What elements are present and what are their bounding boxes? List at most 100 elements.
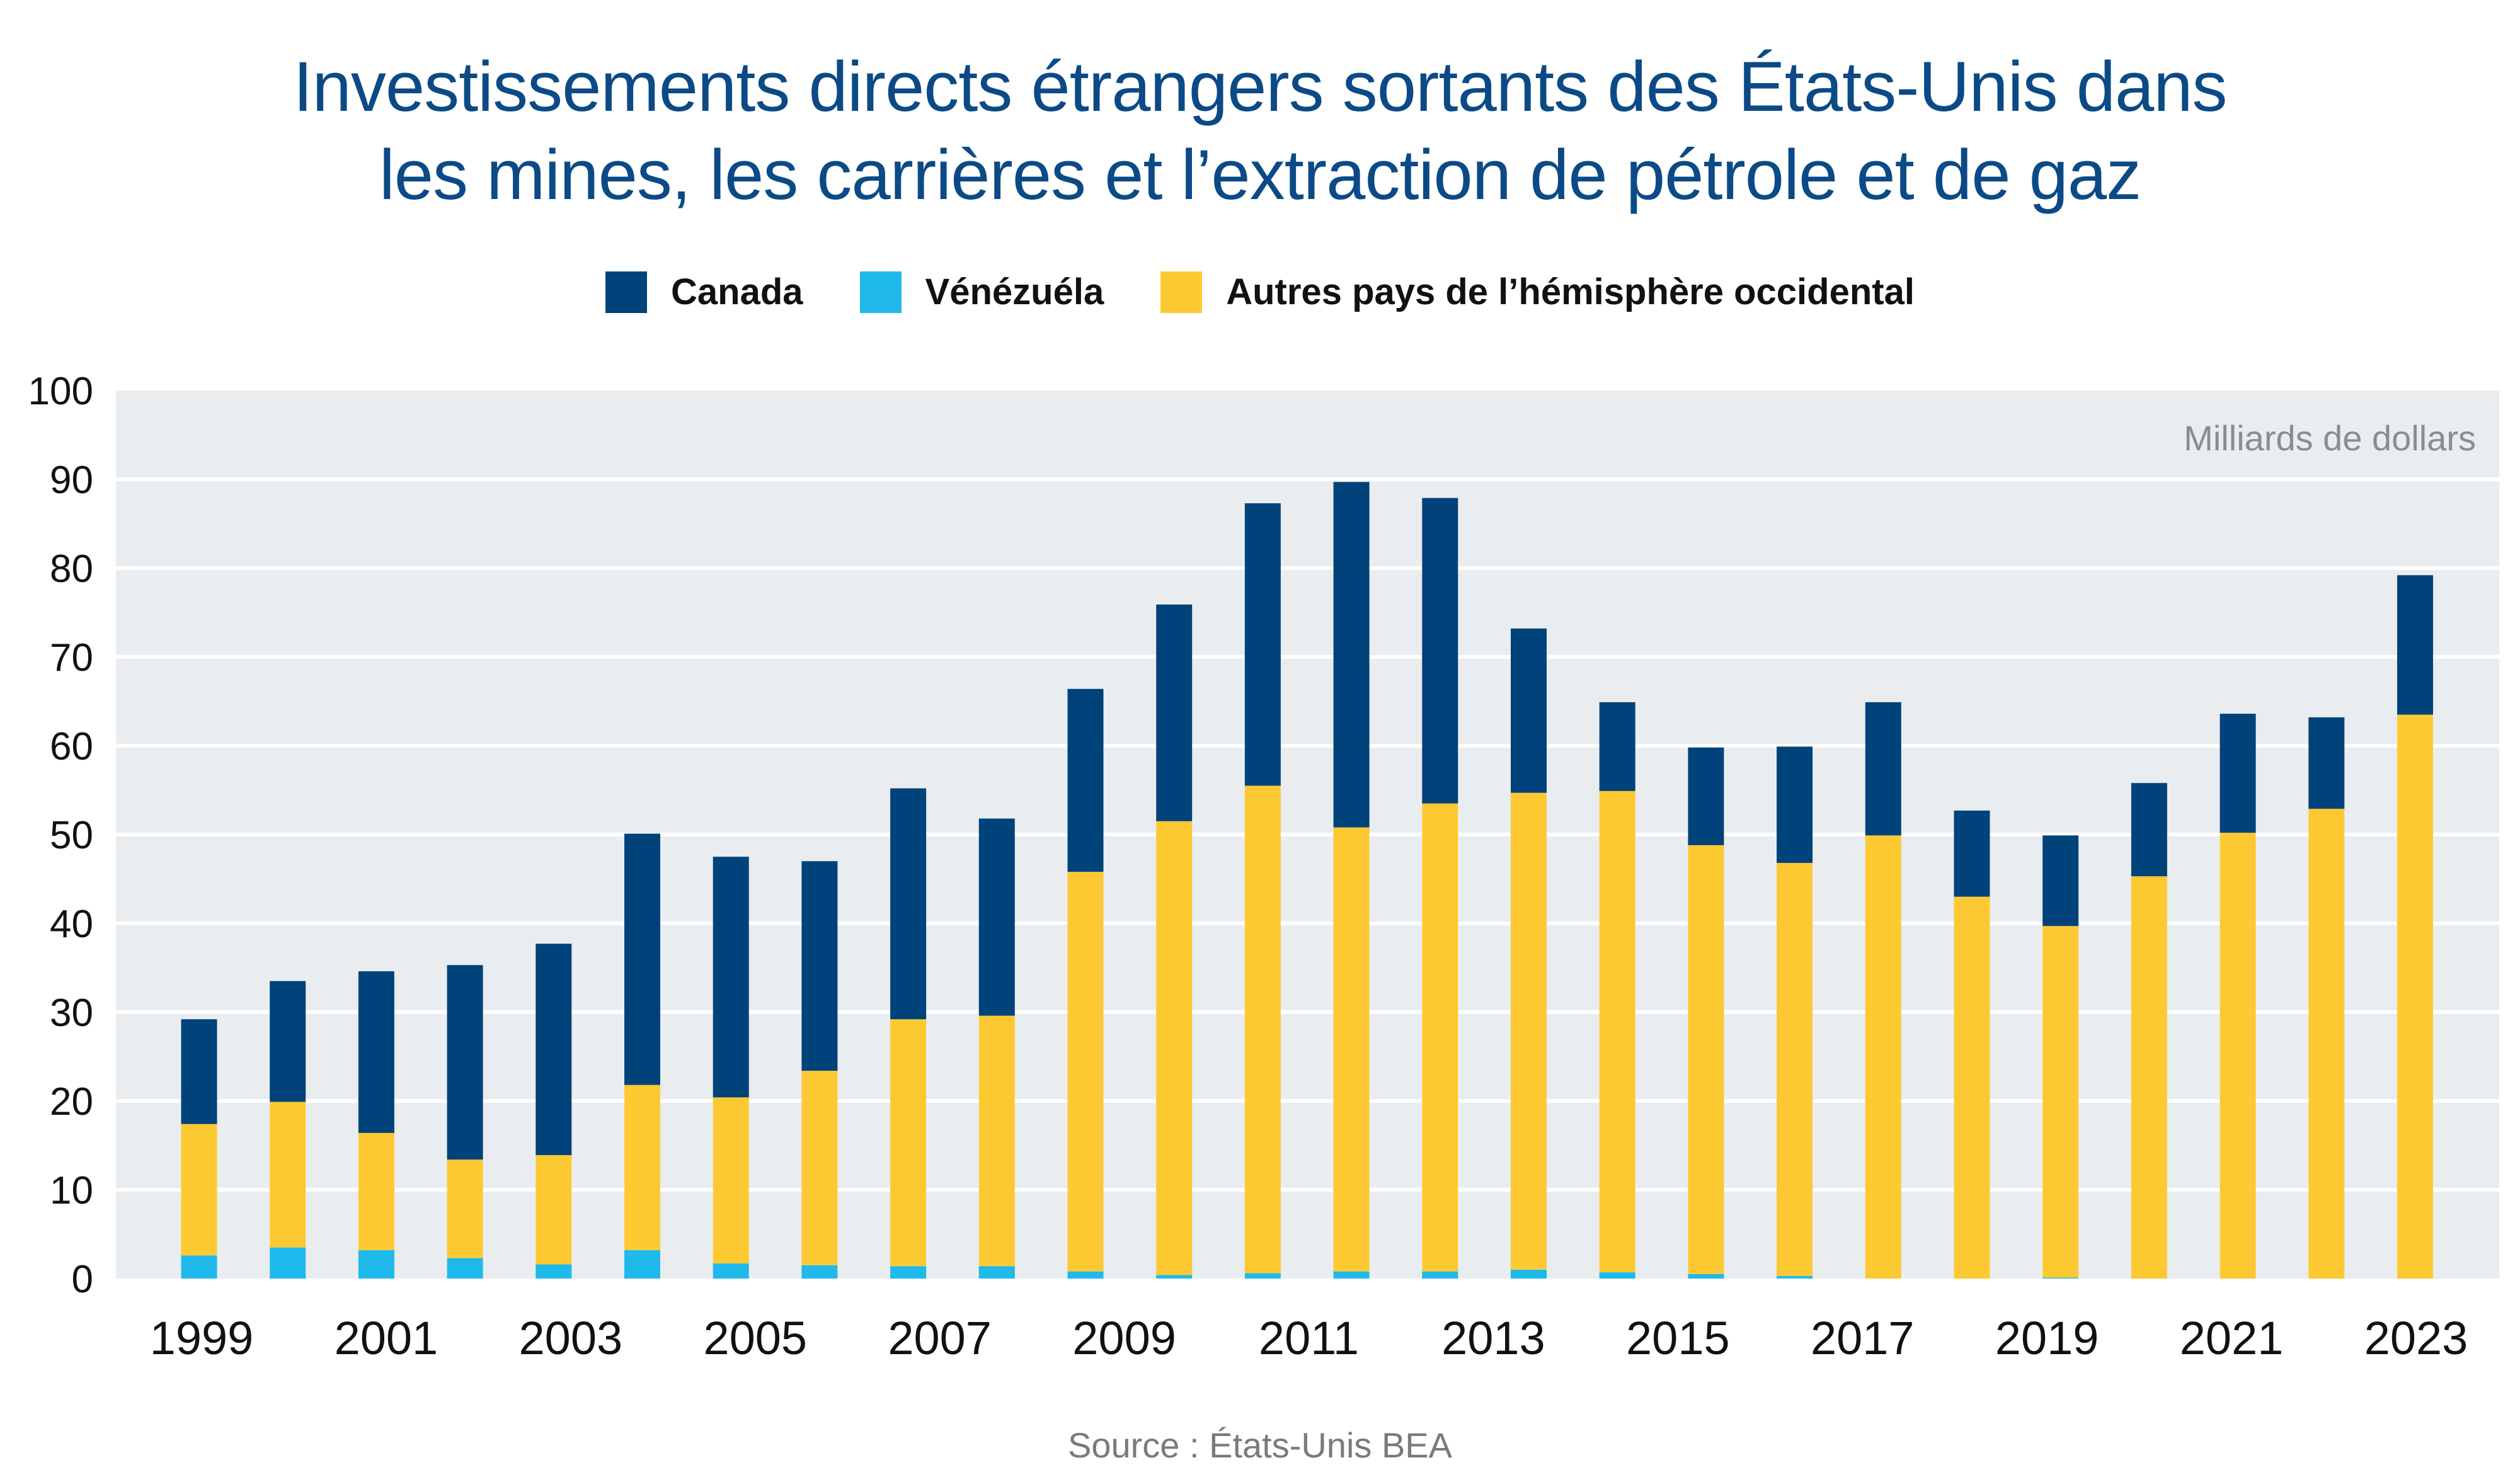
bar-segment-canada — [1688, 747, 1724, 845]
bar-segment-venezuela — [2042, 1277, 2079, 1279]
bar-segment-canada — [181, 1019, 217, 1124]
legend-item-venezuela: Vénézuéla — [859, 271, 1104, 313]
bar-segment-venezuela — [978, 1266, 1015, 1279]
bar-segment-canada — [1156, 604, 1193, 821]
legend-item-other: Autres pays de l’hémisphère occidental — [1160, 271, 1915, 313]
chart-title-line-1: Investissements directs étrangers sortan… — [293, 47, 2227, 126]
bar-segment-canada — [358, 971, 394, 1133]
y-tick-label: 10 — [50, 1169, 93, 1212]
bar-segment-canada — [270, 981, 306, 1102]
bar-segment-canada — [2308, 717, 2345, 809]
bar-segment-venezuela — [1422, 1271, 1458, 1279]
bar-segment-other — [1067, 872, 1104, 1272]
bar-segment-other — [2219, 833, 2256, 1279]
bar-segment-venezuela — [1599, 1272, 1635, 1279]
x-tick-label: 2013 — [1441, 1312, 1545, 1364]
unit-label: Milliards de dollars — [2184, 418, 2476, 458]
bar-segment-canada — [1865, 702, 1901, 836]
bar-segment-canada — [1422, 498, 1458, 804]
y-tick-label: 20 — [50, 1080, 93, 1124]
y-tick-label: 80 — [50, 547, 93, 591]
legend: Canada Vénézuéla Autres pays de l’hémisp… — [0, 271, 2520, 313]
bar-segment-venezuela — [181, 1255, 217, 1279]
y-tick-label: 30 — [50, 991, 93, 1035]
bar-segment-venezuela — [447, 1258, 483, 1279]
bar-segment-other — [2308, 809, 2345, 1279]
bar-segment-other — [978, 1015, 1015, 1267]
bar-segment-canada — [2219, 714, 2256, 833]
legend-swatch-other — [1160, 271, 1203, 313]
bar-segment-canada — [536, 943, 572, 1156]
y-tick-label: 90 — [50, 459, 93, 502]
bar-segment-venezuela — [1333, 1271, 1370, 1279]
bar-segment-venezuela — [713, 1263, 749, 1279]
bar-segment-venezuela — [1244, 1273, 1281, 1279]
bar-segment-other — [1511, 792, 1547, 1270]
bar-segment-other — [1599, 790, 1635, 1273]
bar-segment-canada — [624, 833, 660, 1085]
x-tick-label: 1999 — [150, 1312, 254, 1364]
bar-segment-other — [1422, 803, 1458, 1272]
bar-segment-canada — [2397, 575, 2433, 715]
bar-segment-canada — [1511, 628, 1547, 793]
bar-segment-canada — [2042, 835, 2079, 926]
bar-segment-venezuela — [358, 1250, 394, 1279]
legend-swatch-canada — [605, 271, 648, 313]
bar-segment-other — [2042, 926, 2079, 1278]
bar-segment-venezuela — [624, 1250, 660, 1279]
bar-segment-other — [1333, 827, 1370, 1272]
source-note: Source : États-Unis BEA — [1067, 1425, 1452, 1465]
bar-segment-venezuela — [890, 1266, 927, 1279]
bar-segment-other — [2131, 876, 2167, 1279]
y-tick-label: 0 — [72, 1258, 93, 1301]
y-tick-label: 40 — [50, 903, 93, 946]
legend-label: Autres pays de l’hémisphère occidental — [1226, 271, 1915, 312]
bar-segment-other — [1865, 835, 1901, 1279]
x-tick-label: 2003 — [519, 1312, 623, 1364]
x-tick-label: 2005 — [703, 1312, 807, 1364]
bar-segment-other — [1156, 821, 1193, 1275]
bar-segment-other — [1777, 863, 1813, 1276]
bar-segment-other — [624, 1085, 660, 1250]
bar-segment-other — [801, 1071, 838, 1265]
bar-segment-canada — [447, 965, 483, 1160]
y-tick-label: 50 — [50, 814, 93, 857]
bar-segment-other — [536, 1155, 572, 1265]
bar-segment-canada — [713, 857, 749, 1098]
x-tick-label: 2015 — [1626, 1312, 1730, 1364]
bar-segment-other — [181, 1124, 217, 1256]
bar-segment-other — [270, 1102, 306, 1248]
bar-segment-venezuela — [270, 1247, 306, 1279]
legend-swatch-venezuela — [859, 271, 902, 313]
bar-segment-venezuela — [1511, 1269, 1547, 1279]
bar-segment-venezuela — [1156, 1275, 1193, 1279]
bar-segment-canada — [1067, 688, 1104, 872]
x-tick-label: 2019 — [1995, 1312, 2099, 1364]
bar-segment-canada — [1333, 482, 1370, 828]
bar-segment-venezuela — [1777, 1275, 1813, 1279]
bar-segment-canada — [2131, 783, 2167, 877]
chart-title-line-2: les mines, les carrières et l’extraction… — [379, 135, 2141, 214]
y-tick-label: 100 — [28, 370, 93, 413]
bar-segment-canada — [1599, 702, 1635, 791]
bar-segment-canada — [978, 818, 1015, 1016]
x-tick-label: 2023 — [2364, 1312, 2468, 1364]
bar-segment-venezuela — [536, 1264, 572, 1279]
bar-segment-other — [1244, 785, 1281, 1274]
x-tick-label: 2009 — [1072, 1312, 1176, 1364]
bar-segment-venezuela — [1688, 1274, 1724, 1279]
legend-item-canada: Canada — [605, 271, 803, 313]
y-tick-label: 70 — [50, 636, 93, 680]
bar-segment-other — [447, 1160, 483, 1258]
legend-label: Vénézuéla — [925, 271, 1104, 312]
bar-segment-other — [890, 1019, 927, 1267]
x-tick-label: 2021 — [2180, 1312, 2284, 1364]
x-tick-label: 2011 — [1259, 1312, 1359, 1364]
y-tick-label: 60 — [50, 725, 93, 768]
bar-segment-canada — [801, 861, 838, 1071]
bar-segment-canada — [890, 788, 927, 1020]
bar-segment-canada — [1954, 810, 1990, 897]
legend-label: Canada — [671, 271, 803, 312]
bar-segment-canada — [1244, 503, 1281, 786]
